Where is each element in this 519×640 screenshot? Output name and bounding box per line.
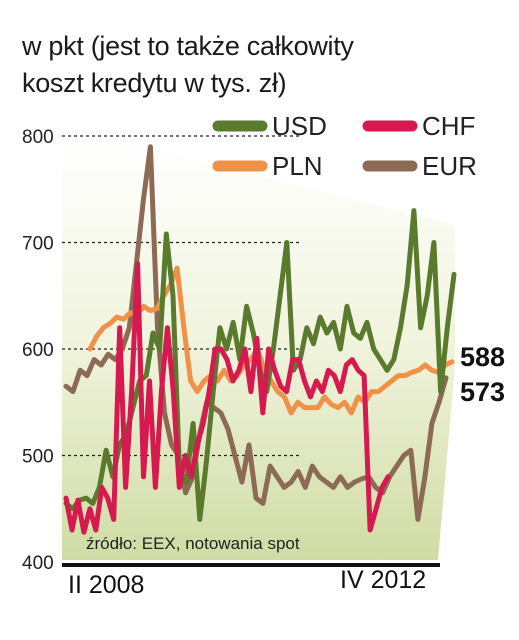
y-axis-ticks: 800 700 600 500 400: [22, 127, 54, 574]
series-line-chf: [63, 261, 391, 535]
chart-title: w pkt (jest to także całkowity koszt kre…: [22, 28, 354, 102]
gridlines: [62, 135, 300, 457]
x-label-start: II 2008: [68, 571, 144, 599]
legend-label-pln: PLN: [272, 151, 323, 181]
end-label-pln: 588: [460, 342, 505, 372]
source-note: źródło: EEX, notowania spot: [86, 534, 300, 553]
title-line-2: koszt kredytu w tys. zł): [22, 68, 287, 98]
legend-label-usd: USD: [272, 111, 327, 141]
x-label-end: IV 2012: [340, 566, 426, 594]
y-tick-label: 600: [22, 340, 54, 361]
title-line-1: w pkt (jest to także całkowity: [22, 31, 354, 61]
y-tick-label: 400: [22, 553, 54, 574]
series-lines: [63, 144, 457, 535]
end-label-eur: 573: [460, 377, 505, 407]
legend: USD CHF PLN EUR: [212, 111, 477, 181]
series-line-pln: [87, 265, 455, 416]
y-tick-label: 800: [22, 127, 54, 148]
y-tick-label: 500: [22, 447, 54, 468]
legend-label-chf: CHF: [422, 111, 475, 141]
legend-label-eur: EUR: [422, 151, 477, 181]
y-tick-label: 700: [22, 234, 54, 255]
